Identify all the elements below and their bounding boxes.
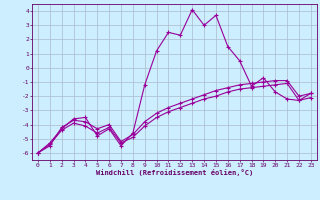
X-axis label: Windchill (Refroidissement éolien,°C): Windchill (Refroidissement éolien,°C) [96,169,253,176]
